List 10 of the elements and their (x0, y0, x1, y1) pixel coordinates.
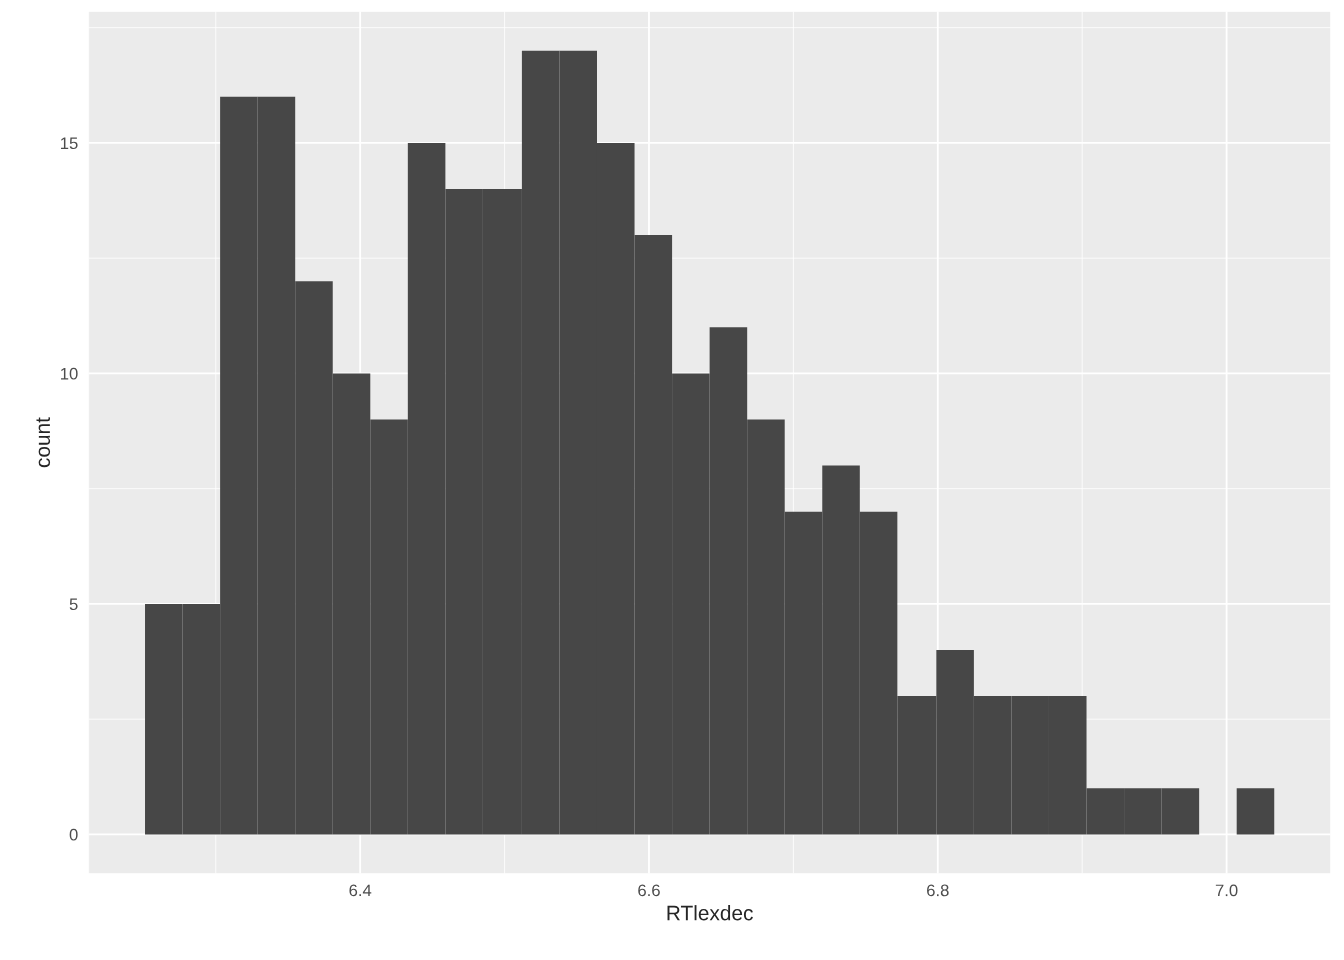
x-tick-label: 7.0 (1215, 884, 1238, 897)
y-tick-label: 5 (69, 598, 78, 611)
y-axis-title: count (36, 417, 51, 468)
x-tick-label: 6.6 (638, 884, 660, 897)
y-tick-label: 10 (61, 367, 78, 380)
x-tick-label: 6.8 (927, 884, 949, 897)
y-tick-label: 15 (61, 137, 78, 150)
x-axis-title: RTlexdec (667, 905, 753, 921)
x-tick-label: 6.4 (349, 884, 372, 897)
y-tick-label: 0 (69, 828, 78, 841)
